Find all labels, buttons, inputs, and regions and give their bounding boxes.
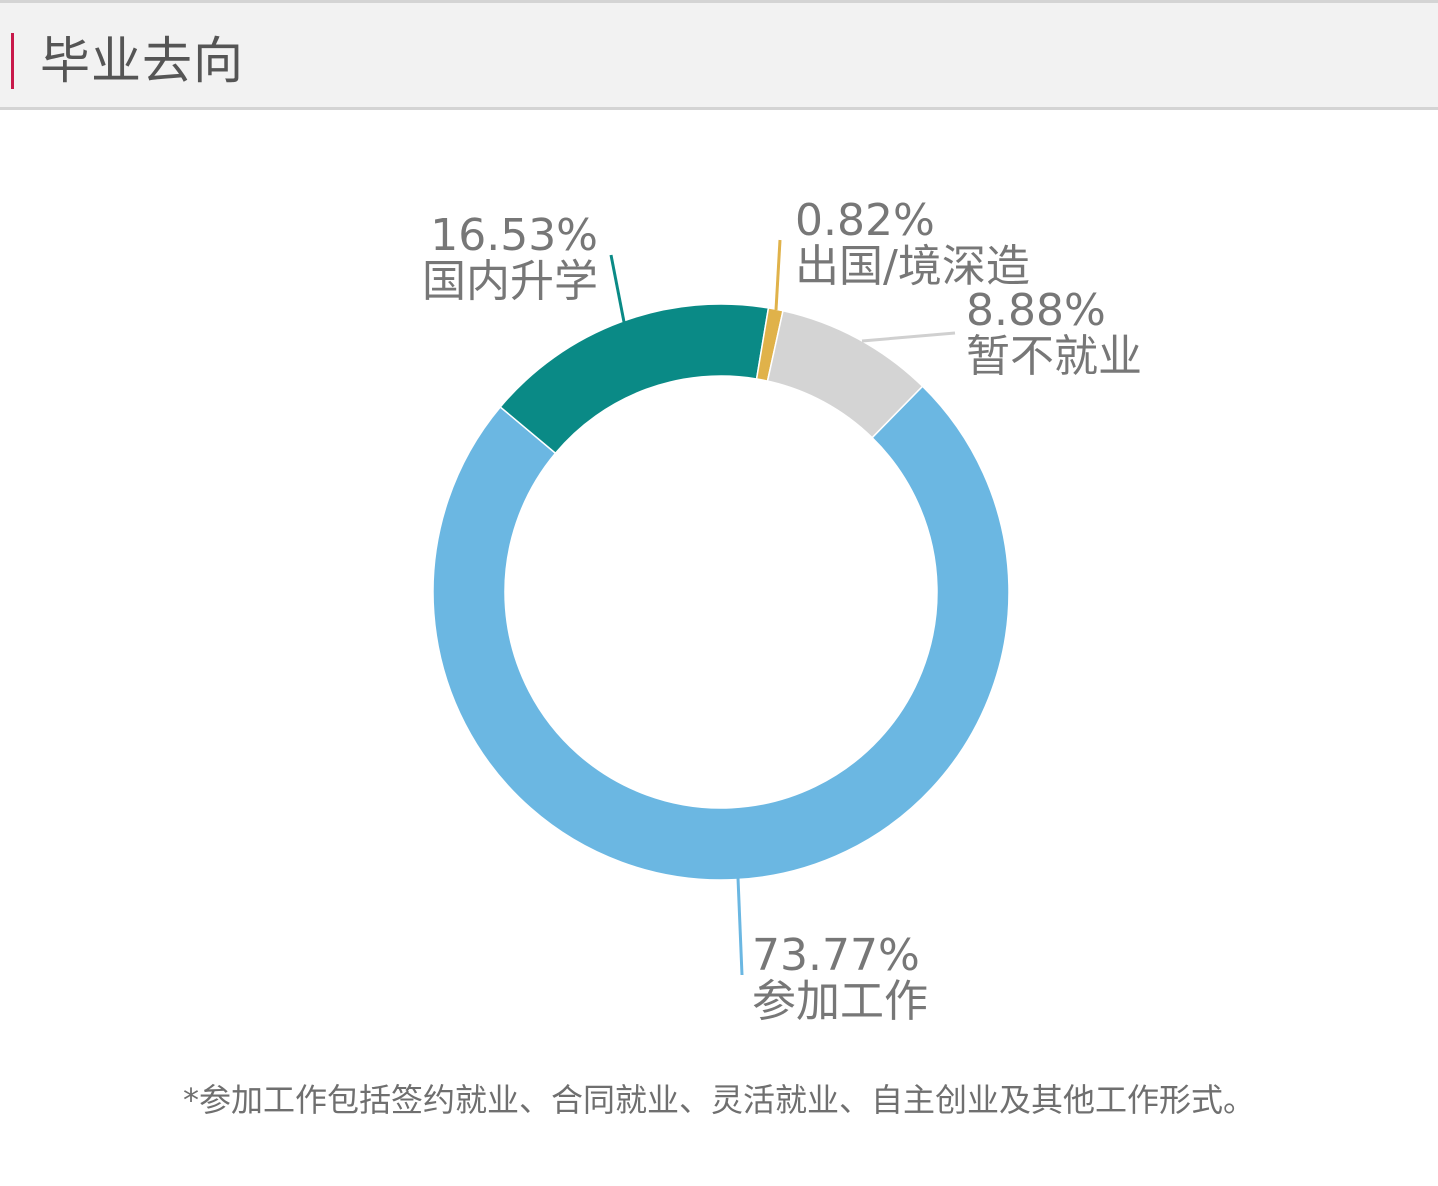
chart-slices	[432, 303, 1010, 881]
leader-line	[609, 254, 626, 323]
pie-slice	[499, 303, 770, 455]
pie-slice	[432, 385, 1010, 881]
slice-value-label: 16.53%	[430, 210, 598, 261]
chart-footnote: *参加工作包括签约就业、合同就业、灵活就业、自主创业及其他工作形式。	[182, 1081, 1255, 1119]
pie-slice	[766, 309, 924, 439]
section-header: 毕业去向	[0, 0, 1438, 110]
leader-line	[861, 331, 956, 343]
slice-value-label: 0.82%	[795, 195, 935, 246]
leader-line	[774, 239, 782, 311]
slice-category-label: 暂不就业	[966, 331, 1142, 382]
slice-value-label: 73.77%	[752, 930, 920, 981]
leader-line	[736, 877, 744, 976]
header-accent-bar	[11, 33, 14, 89]
page-title: 毕业去向	[40, 32, 244, 90]
slice-value-label: 8.88%	[966, 285, 1106, 336]
slice-category-label: 国内升学	[422, 256, 598, 307]
slice-category-label: 出国/境深造	[795, 241, 1030, 292]
chart-leader-lines	[609, 239, 956, 976]
slice-category-label: 参加工作	[752, 976, 928, 1027]
